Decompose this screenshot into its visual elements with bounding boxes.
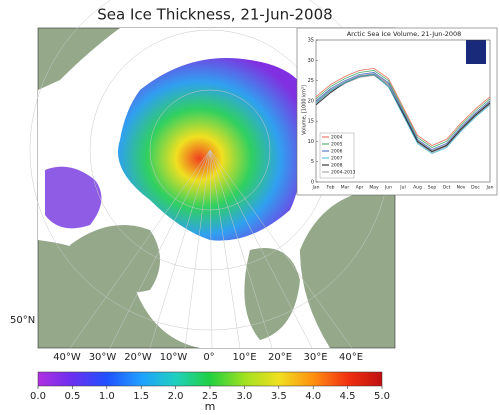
colorbar-tick-label: 1.0 [99,391,115,402]
x-tick-label: Aug [413,185,422,191]
colorbar-tick-label: 0.5 [64,391,80,402]
graticule [29,0,391,349]
inset-chart: Arctic Sea Ice Volume, 21-Jun-2008 Volum… [296,27,498,196]
lon-labels: 40°W 30°W 20°W 10°W 0° 10°E 20°E 30°E 40°E [53,352,363,363]
legend-label: 2005 [331,142,343,148]
x-tick-label: Jan [312,185,320,191]
x-tick-label: Jul [399,185,405,191]
y-tick-label: 20 [308,98,314,104]
x-tick-label: Feb [327,185,335,191]
x-tick-label: Apr [356,185,364,191]
colorbar-tick-label: 2.0 [168,391,184,402]
colorbar [37,371,383,387]
x-tick-label: Nov [457,185,466,191]
colorbar-tick-label: 0.0 [30,391,46,402]
x-tick-label: Dec [471,185,480,191]
series-line [315,70,491,148]
title: Sea Ice Thickness, 21-Jun-2008 [97,6,332,24]
colorbar-tick-label: 1.5 [133,391,149,402]
y-tick-label: 30 [308,58,314,64]
plot-area [315,39,491,183]
y-tick-label: 25 [308,78,314,84]
legend-label: 2006 [331,149,343,155]
series-line [315,72,491,150]
legend-label: 2004 [331,135,343,141]
y-tick-label: 15 [308,119,314,125]
lon-label: 0° [203,352,214,363]
colorbar-tick-label: 2.5 [202,391,218,402]
colorbar-tick-label: 3.5 [271,391,287,402]
lon-label: 40°W [53,352,81,363]
lon-label: 20°W [124,352,152,363]
legend-label: 2008 [331,163,343,169]
colorbar-tick-label: 4.5 [340,391,356,402]
inset-title: Arctic Sea Ice Volume, 21-Jun-2008 [347,30,462,38]
lon-label: 30°E [303,352,327,363]
y-tick-label: 35 [308,38,314,44]
sea-ice [45,166,102,229]
y-tick-label: 10 [308,139,314,145]
lon-label: 30°W [89,352,117,363]
colorbar-tick-label: 5.0 [374,391,390,402]
lon-label: 10°E [232,352,256,363]
logo [466,40,486,64]
colorbar-tick-label: 4.0 [305,391,321,402]
lon-label: 20°E [268,352,292,363]
sea-ice [118,58,312,241]
x-tick-label: Jan [486,185,494,191]
lat-label: 50°N [10,315,35,326]
x-tick-label: Sep [428,185,437,191]
colorbar-label: m [205,400,216,413]
inset-ylabel: Volume, [1000 km³] [302,85,308,135]
scandinavia [244,248,300,340]
lon-label: 40°E [339,352,363,363]
x-tick-label: Oct [443,185,451,191]
y-tick-label: 0 [311,180,314,186]
x-tick-label: Mar [341,185,350,191]
x-tick-label: Jun [384,185,392,191]
series-line [315,67,491,146]
lon-label: 10°W [160,352,188,363]
legend-label: 2007 [331,156,343,162]
colorbar-tick-label: 3.0 [236,391,252,402]
x-tick-label: May [369,185,379,191]
series-line [315,74,491,155]
legend-label: 2004-2013 [331,170,356,176]
greenland [70,225,160,293]
legend-box [319,132,355,179]
y-tick-label: 5 [311,159,314,165]
